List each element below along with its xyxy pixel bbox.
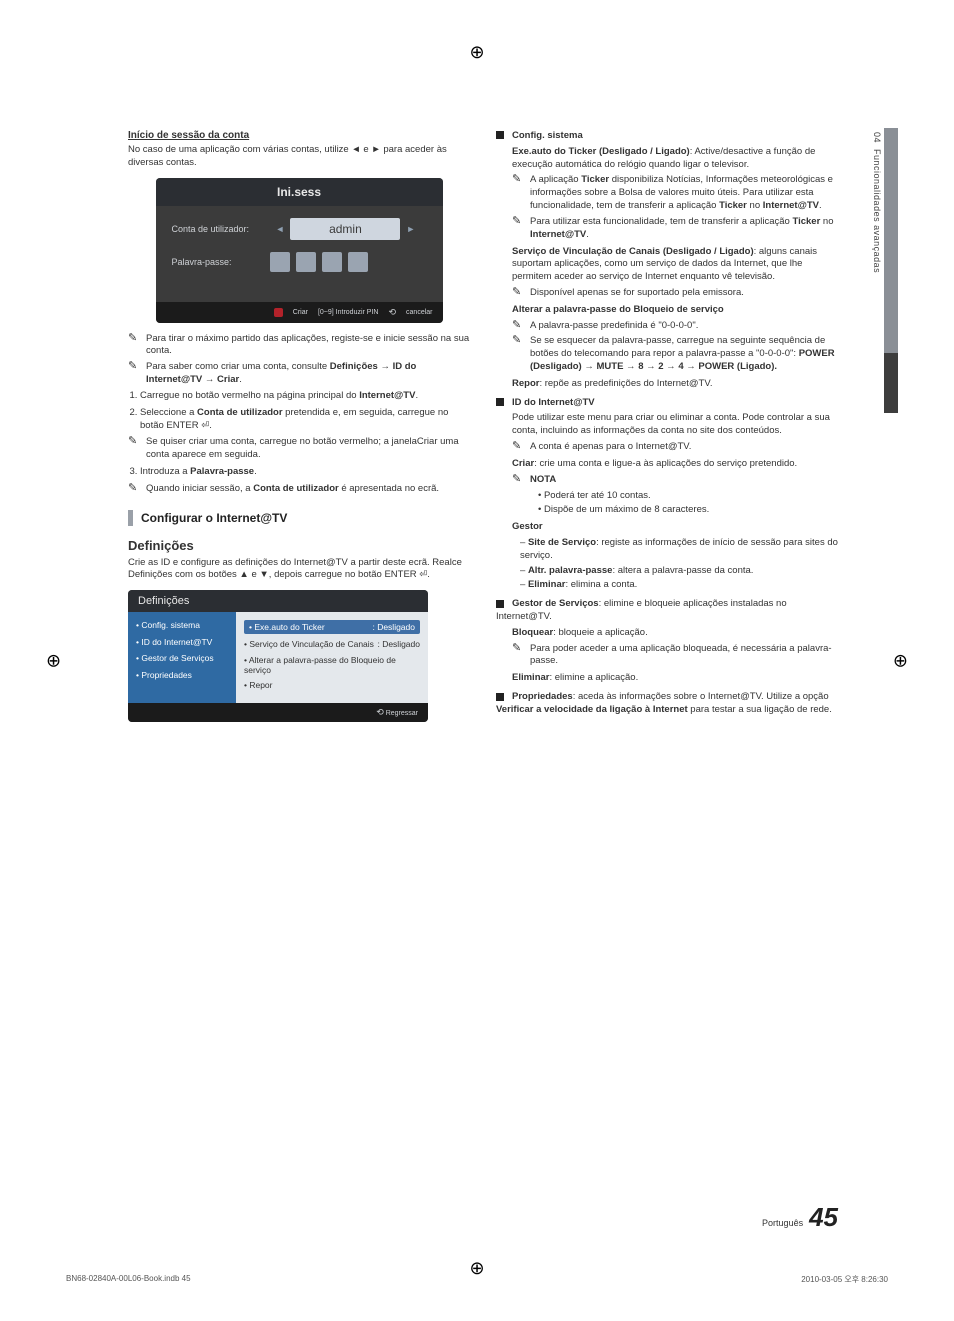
dash-site: Site de Serviço: registe as informações … (520, 537, 838, 563)
note-icon: ✎ (512, 320, 526, 333)
section-bar: Configurar o Internet@TV (128, 510, 470, 526)
settings-sidebar: • Config. sistema • ID do Internet@TV • … (128, 612, 236, 703)
section-title: Configurar o Internet@TV (141, 511, 287, 525)
criar: Criar: crie uma conta e ligue-a às aplic… (512, 458, 838, 471)
propriedades: Propriedades: aceda às informações sobre… (496, 691, 838, 717)
steps-list: Carregue no botão vermelho na página pri… (140, 390, 470, 496)
ticker-note2: Para utilizar esta funcionalidade, tem d… (530, 216, 838, 242)
settings-panel: Definições • Config. sistema • ID do Int… (128, 590, 428, 722)
bullet-10: Poderá ter até 10 contas. (538, 490, 838, 503)
settings-return: Regressar (386, 710, 418, 717)
password-boxes[interactable] (270, 252, 368, 272)
bloquear-note: Para poder aceder a uma aplicação bloque… (530, 643, 838, 669)
sidebar-item[interactable]: • Gestor de Serviços (136, 653, 228, 664)
crop-mark-right: ⊕ (893, 650, 908, 671)
setting-row[interactable]: • Serviço de Vinculação de Canais: Desli… (244, 639, 420, 649)
note-icon: ✎ (512, 216, 526, 242)
gestor-heading: Gestor (512, 521, 838, 534)
sidebar-item[interactable]: • ID do Internet@TV (136, 637, 228, 648)
default-pw-note: A palavra-passe predefinida é "0-0-0-0". (530, 320, 838, 333)
note-icon: ✎ (512, 643, 526, 669)
print-footer: BN68-02840A-00L06-Book.indb 45 2010-03-0… (66, 1274, 888, 1285)
return-icon[interactable]: ⟲ (376, 707, 384, 717)
note-icon: ✎ (512, 174, 526, 212)
red-button-icon[interactable] (274, 308, 283, 317)
setting-row[interactable]: • Alterar a palavra-passe do Bloqueio de… (244, 655, 420, 675)
heading-login: Início de sessão da conta (128, 130, 470, 141)
note-icon: ✎ (128, 436, 142, 462)
p-definicoes: Crie as ID e configure as definições do … (128, 557, 470, 583)
side-label: Funcionalidades avançadas (872, 149, 882, 273)
emissora-note: Disponível apenas se for suportado pela … (530, 287, 838, 300)
note-icon: ✎ (512, 335, 526, 373)
nota-label: NOTA (530, 474, 838, 487)
right-column: Config. sistema Exe.auto do Ticker (Desl… (496, 130, 838, 722)
return-icon[interactable]: ⟲ (388, 307, 396, 318)
acct-note: A conta é apenas para o Internet@TV. (530, 441, 838, 454)
step-3: Introduza a Palavra-passe. ✎ Quando inic… (140, 466, 470, 496)
bullet-8: Dispõe de um máximo de 8 caracteres. (538, 504, 838, 517)
settings-title: Definições (128, 590, 428, 612)
gestor-servicos-heading: Gestor de Serviços: elimine e bloqueie a… (496, 598, 838, 624)
bloquear: Bloquear: bloqueie a aplicação. (512, 627, 838, 640)
reset-pw-note: Se se esquecer da palavra-passe, carregu… (530, 335, 838, 373)
dash-altr: Altr. palavra-passe: altera a palavra-pa… (520, 565, 838, 578)
id-internet-desc: Pode utilizar este menu para criar ou el… (512, 412, 838, 438)
print-date: 2010-03-05 오후 8:26:30 (801, 1274, 888, 1285)
note-icon: ✎ (128, 361, 142, 387)
repor: Repor: repõe as predefinições do Interne… (512, 378, 838, 391)
foot-create: Criar (293, 309, 308, 316)
note-icon: ✎ (128, 333, 142, 359)
step3-note: Quando iniciar sessão, a Conta de utiliz… (146, 483, 470, 496)
heading-definicoes: Definições (128, 538, 470, 553)
note-icon: ✎ (512, 287, 526, 300)
note-icon: ✎ (128, 483, 142, 496)
settings-content: • Exe.auto do Ticker: Desligado • Serviç… (236, 612, 428, 703)
page-number: 45 (809, 1202, 838, 1233)
print-file: BN68-02840A-00L06-Book.indb 45 (66, 1274, 191, 1285)
left-arrow-icon[interactable]: ◄ (270, 224, 291, 234)
alterar-pw-heading: Alterar a palavra-passe do Bloqueio de s… (512, 304, 838, 317)
login-title: Ini.sess (156, 178, 443, 206)
note-icon: ✎ (512, 441, 526, 454)
foot-pin: [0~9] Introduzir PIN (318, 309, 379, 316)
footer-lang: Português (762, 1218, 803, 1228)
id-internet-heading: ID do Internet@TV (496, 397, 838, 410)
note-create-acct: Para saber como criar uma conta, consult… (146, 361, 470, 387)
foot-cancel: cancelar (406, 309, 432, 316)
setting-row-active[interactable]: • Exe.auto do Ticker: Desligado (244, 620, 420, 634)
note-icon: ✎ (512, 474, 526, 487)
ticker-note1: A aplicação Ticker disponibiliza Notícia… (530, 174, 838, 212)
step-1: Carregue no botão vermelho na página pri… (140, 390, 470, 403)
side-tab: 04 Funcionalidades avançadas (868, 128, 898, 408)
right-arrow-icon[interactable]: ► (400, 224, 421, 234)
page-footer: Português 45 (128, 1202, 838, 1233)
user-label: Conta de utilizador: (172, 224, 270, 234)
eliminar: Eliminar: elimine a aplicação. (512, 672, 838, 685)
crop-mark-top: ⊕ (469, 42, 484, 63)
sidebar-item[interactable]: • Propriedades (136, 670, 228, 681)
step-2: Seleccione a Conta de utilizador pretend… (140, 407, 470, 462)
setting-row[interactable]: • Repor (244, 680, 420, 690)
exe-auto-ticker: Exe.auto do Ticker (Desligado / Ligado):… (512, 146, 838, 172)
servico-vinculacao: Serviço de Vinculação de Canais (Desliga… (512, 246, 838, 284)
note-register: Para tirar o máximo partido das aplicaçõ… (146, 333, 470, 359)
dash-elim: Eliminar: elimina a conta. (520, 579, 838, 592)
p-login: No caso de uma aplicação com várias cont… (128, 144, 470, 170)
sidebar-item[interactable]: • Config. sistema (136, 620, 228, 631)
crop-mark-left: ⊕ (46, 650, 61, 671)
config-sistema-heading: Config. sistema (496, 130, 838, 143)
side-num: 04 (872, 132, 882, 143)
step2-note: Se quiser criar uma conta, carregue no b… (146, 436, 470, 462)
login-panel: Ini.sess Conta de utilizador: ◄ admin ► … (156, 178, 443, 323)
user-field[interactable]: admin (290, 218, 400, 240)
pw-label: Palavra-passe: (172, 257, 270, 267)
left-column: Início de sessão da conta No caso de uma… (128, 130, 470, 722)
